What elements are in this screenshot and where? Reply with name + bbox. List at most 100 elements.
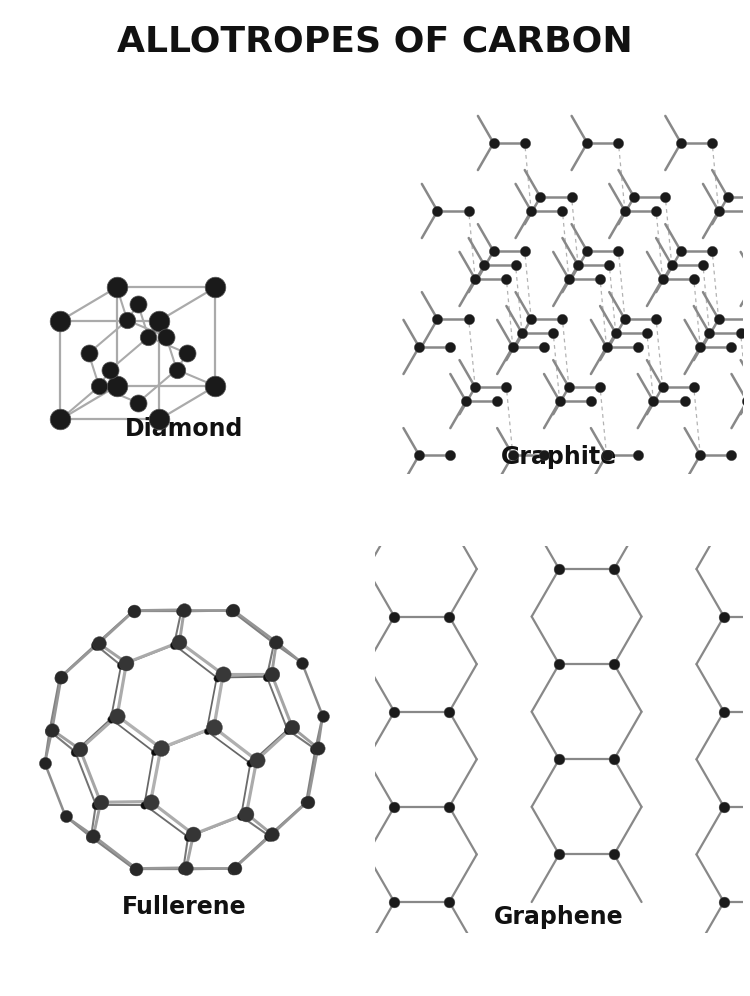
Point xyxy=(585,393,597,409)
Point xyxy=(735,325,747,341)
Point xyxy=(217,666,229,682)
Point xyxy=(679,393,691,409)
Point xyxy=(111,378,123,394)
Point xyxy=(261,668,273,684)
Point xyxy=(632,447,644,463)
Point xyxy=(55,313,66,329)
Point xyxy=(153,411,165,427)
Point xyxy=(132,394,144,410)
Point xyxy=(694,339,706,355)
Point xyxy=(46,722,58,738)
Point xyxy=(478,257,490,273)
Point xyxy=(650,203,662,219)
Text: Fullerene: Fullerene xyxy=(122,895,246,919)
Point xyxy=(188,827,200,843)
Point xyxy=(594,271,606,287)
Point xyxy=(92,635,104,651)
Point xyxy=(177,862,189,877)
Point xyxy=(519,135,531,151)
Point xyxy=(554,751,566,767)
Point xyxy=(608,656,620,672)
Point xyxy=(211,669,223,685)
Point xyxy=(235,809,247,825)
Point xyxy=(632,339,644,355)
Point xyxy=(168,636,180,652)
Point xyxy=(444,339,456,355)
Point xyxy=(209,279,221,295)
Point xyxy=(556,311,568,327)
Point xyxy=(688,271,700,287)
Point xyxy=(142,329,154,345)
Point xyxy=(619,203,631,219)
Point xyxy=(444,447,456,463)
Point xyxy=(89,636,101,652)
Point xyxy=(500,379,512,395)
Text: Graphite: Graphite xyxy=(501,445,616,469)
Point xyxy=(463,311,475,327)
Point xyxy=(594,379,606,395)
Point xyxy=(566,189,578,205)
Point xyxy=(302,794,313,810)
Point xyxy=(718,704,730,720)
Point xyxy=(463,203,475,219)
Point xyxy=(227,861,239,876)
Point xyxy=(443,514,455,530)
Point xyxy=(538,339,550,355)
Text: ALLOTROPES OF CARBON: ALLOTROPES OF CARBON xyxy=(117,25,633,59)
Point xyxy=(310,741,322,757)
Point xyxy=(507,447,519,463)
Point xyxy=(656,379,668,395)
Point xyxy=(554,656,566,672)
Point xyxy=(641,325,653,341)
Point xyxy=(182,346,194,362)
Point xyxy=(127,604,139,620)
Point xyxy=(138,797,150,813)
Point xyxy=(104,363,116,378)
Point xyxy=(610,325,622,341)
Point xyxy=(431,203,443,219)
Text: Graphene: Graphene xyxy=(494,905,623,929)
Point xyxy=(722,189,734,205)
Point xyxy=(488,135,500,151)
Point xyxy=(171,362,183,377)
Point xyxy=(56,668,68,684)
Point xyxy=(613,135,625,151)
Point xyxy=(182,829,194,845)
Point xyxy=(88,828,100,844)
Point xyxy=(443,609,455,624)
Point xyxy=(666,257,678,273)
Point xyxy=(115,657,127,673)
Point xyxy=(525,311,537,327)
Point xyxy=(619,311,631,327)
Point xyxy=(105,711,117,727)
Point xyxy=(244,755,256,771)
Point xyxy=(613,243,625,259)
Point xyxy=(507,339,519,355)
Point xyxy=(712,203,724,219)
Point xyxy=(122,313,134,329)
Point xyxy=(121,654,133,670)
Point xyxy=(697,257,709,273)
Point xyxy=(509,257,521,273)
Point xyxy=(111,279,123,295)
Point xyxy=(554,393,566,409)
Point xyxy=(554,561,566,577)
Point xyxy=(525,203,537,219)
Point xyxy=(538,447,550,463)
Point xyxy=(180,860,192,875)
Point xyxy=(603,257,615,273)
Point xyxy=(718,609,730,624)
Point xyxy=(388,514,400,530)
Point xyxy=(562,379,574,395)
Point xyxy=(388,609,400,624)
Point xyxy=(173,634,185,650)
Point xyxy=(44,723,55,739)
Point xyxy=(470,271,482,287)
Point xyxy=(129,862,141,877)
Point xyxy=(300,795,312,811)
Point xyxy=(94,795,106,811)
Point xyxy=(69,744,81,760)
Point xyxy=(155,740,167,756)
Point xyxy=(266,827,278,843)
Point xyxy=(316,708,328,724)
